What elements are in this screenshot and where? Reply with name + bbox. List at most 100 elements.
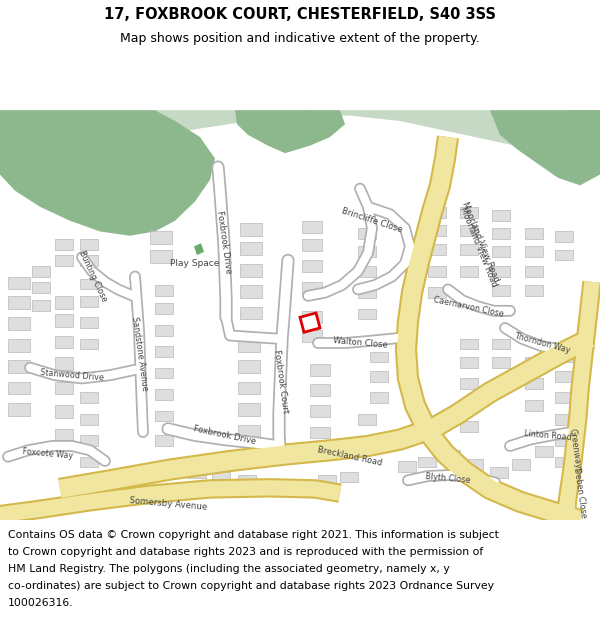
Bar [370,392,388,403]
Bar [555,435,573,446]
Bar [150,231,172,244]
Bar [525,400,543,411]
Bar [535,446,553,457]
Polygon shape [235,110,318,148]
Text: Foxcote Way: Foxcote Way [22,447,74,460]
Bar [512,459,530,469]
Text: HM Land Registry. The polygons (including the associated geometry, namely x, y: HM Land Registry. The polygons (includin… [8,564,450,574]
Bar [358,309,376,319]
Bar [398,461,416,472]
Text: Play Space: Play Space [170,259,220,268]
Bar [155,389,173,400]
Bar [358,246,376,258]
Bar [238,360,260,373]
Bar [490,468,508,478]
Polygon shape [568,110,600,139]
Bar [212,472,230,482]
Text: Breckland Road: Breckland Road [317,446,383,468]
Bar [525,285,543,296]
Bar [460,244,478,255]
Bar [492,228,510,239]
Text: Caernarvon Close: Caernarvon Close [432,295,504,318]
Bar [155,285,173,296]
Bar [165,464,183,475]
Bar [95,475,113,486]
Bar [55,429,73,442]
Bar [32,282,50,292]
Bar [302,311,322,322]
Text: Greenways: Greenways [568,428,583,473]
Bar [32,266,50,276]
Bar [358,288,376,298]
Text: Contains OS data © Crown copyright and database right 2021. This information is : Contains OS data © Crown copyright and d… [8,530,499,540]
Bar [80,435,98,446]
Bar [460,207,478,217]
Bar [8,276,30,289]
Bar [80,318,98,328]
Bar [118,472,136,482]
Bar [358,228,376,239]
Bar [142,468,160,478]
Bar [525,357,543,367]
Polygon shape [0,110,600,153]
Bar [80,279,98,289]
Bar [8,382,30,394]
Bar [302,282,322,294]
Bar [155,411,173,421]
Bar [525,378,543,389]
Bar [492,210,510,221]
Bar [428,225,446,236]
Bar [8,318,30,330]
Text: Thorndon Way: Thorndon Way [513,331,571,355]
Text: Deben Close: Deben Close [572,468,588,519]
Text: Somersby Avenue: Somersby Avenue [128,496,208,512]
Bar [238,339,260,352]
Text: Stanwood Drive: Stanwood Drive [40,368,104,382]
Bar [238,382,260,394]
Text: to Crown copyright and database rights 2023 and is reproduced with the permissio: to Crown copyright and database rights 2… [8,547,483,557]
Bar [525,246,543,258]
Text: Blyth Close: Blyth Close [425,472,471,484]
Bar [555,392,573,403]
Bar [32,300,50,311]
Text: Foxbrook Drive: Foxbrook Drive [215,210,233,274]
Text: Walton Close: Walton Close [332,336,388,350]
Bar [55,255,73,266]
Bar [8,360,30,373]
Bar [302,330,322,342]
Bar [188,468,206,478]
Bar [310,364,330,376]
Text: Bunting Close: Bunting Close [77,249,109,304]
Bar [80,457,98,468]
Bar [240,306,262,319]
Bar [150,250,172,262]
Bar [240,264,262,276]
Bar [80,255,98,266]
Bar [155,325,173,336]
Text: Map shows position and indicative extent of the property.: Map shows position and indicative extent… [120,32,480,45]
Bar [370,352,388,362]
Bar [555,371,573,382]
Bar [418,457,436,468]
Bar [55,239,73,250]
Bar [155,303,173,314]
Bar [492,339,510,349]
Bar [310,384,330,396]
Bar [370,371,388,382]
Bar [55,382,73,394]
Bar [555,414,573,424]
Bar [460,266,478,276]
Bar [238,475,256,486]
Bar [55,296,73,309]
Bar [340,472,358,482]
Polygon shape [300,313,320,332]
Text: Moorland View Road: Moorland View Road [460,201,500,284]
Bar [302,221,322,232]
Text: 100026316.: 100026316. [8,598,74,608]
Polygon shape [194,243,204,255]
Bar [8,339,30,352]
Bar [80,339,98,349]
Text: Brincliffe Close: Brincliffe Close [340,207,404,235]
Bar [358,266,376,276]
Bar [55,357,73,370]
